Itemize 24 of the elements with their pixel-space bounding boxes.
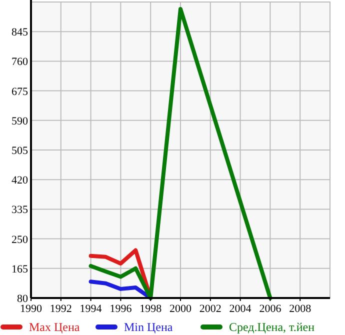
- x-tick-label: 2006: [259, 303, 282, 315]
- x-tick-label: 1992: [50, 303, 72, 315]
- x-tick-label: 1994: [80, 303, 102, 315]
- legend-label: Max Цена: [29, 320, 80, 334]
- x-tick-label: 1998: [140, 303, 162, 315]
- x-tick-label: 2004: [229, 303, 252, 315]
- x-tick-label: 2002: [199, 303, 222, 315]
- y-tick-label: 335: [12, 204, 28, 216]
- y-tick-label: 590: [12, 115, 28, 128]
- x-tick-label: 1996: [110, 303, 132, 315]
- y-tick-label: 505: [12, 145, 28, 157]
- y-tick-label: 250: [12, 234, 28, 246]
- y-tick-label: 420: [12, 174, 28, 187]
- x-tick-label: 2008: [289, 303, 312, 315]
- line-series: [88, 6, 272, 300]
- x-tick-label: 1990: [20, 303, 42, 315]
- y-tick-label: 845: [12, 26, 28, 39]
- x-tick-label: 2000: [170, 303, 192, 315]
- y-tick-label: 165: [12, 263, 28, 276]
- y-tick-label: 675: [12, 86, 28, 98]
- y-tick-label: 80: [17, 293, 28, 305]
- legend-label: Min Цена: [124, 320, 174, 334]
- legend-label: Сред.Цена, т.йен: [229, 320, 316, 334]
- y-tick-label: 760: [12, 56, 28, 68]
